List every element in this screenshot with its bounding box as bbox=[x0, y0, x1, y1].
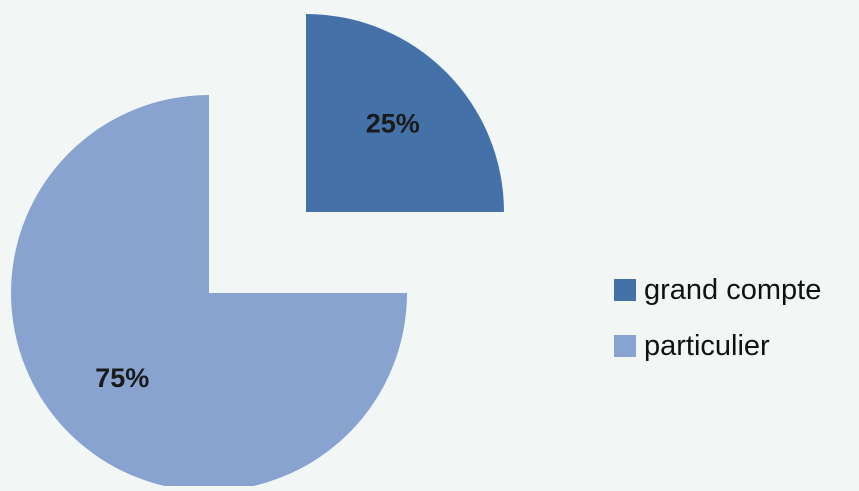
legend-label-particulier: particulier bbox=[644, 329, 770, 362]
pie-slices bbox=[11, 14, 504, 491]
pie-label-particulier: 75% bbox=[95, 363, 149, 393]
chart-legend: grand compte particulier bbox=[614, 272, 854, 384]
legend-item-grand-compte[interactable]: grand compte bbox=[614, 272, 854, 308]
pie-labels: 25% 75% bbox=[95, 108, 420, 393]
legend-swatch-grand-compte bbox=[614, 279, 636, 301]
legend-swatch-particulier bbox=[614, 335, 636, 357]
pie-slice-particulier[interactable] bbox=[11, 95, 407, 491]
legend-label-grand-compte: grand compte bbox=[644, 273, 822, 306]
pie-slice-grand-compte[interactable] bbox=[306, 14, 504, 212]
legend-item-particulier[interactable]: particulier bbox=[614, 328, 854, 364]
pie-label-grand-compte: 25% bbox=[366, 108, 420, 138]
